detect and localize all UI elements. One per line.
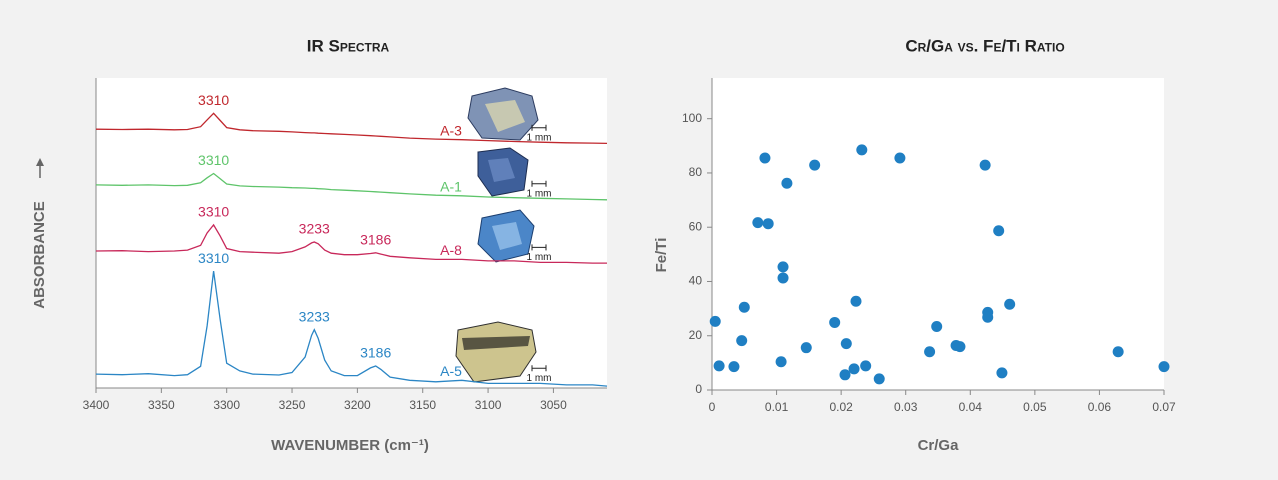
data-point: [728, 361, 740, 373]
scale-bar-label: 1 mm: [527, 373, 552, 384]
x-tick-label: 0.06: [1088, 400, 1112, 414]
data-point: [873, 373, 885, 385]
x-tick-label: 3300: [213, 398, 240, 412]
chart-title: IR Spectra: [307, 36, 390, 55]
data-point: [993, 225, 1005, 237]
x-axis-label: Cr/Ga: [918, 437, 960, 454]
data-point: [809, 159, 821, 171]
data-point: [777, 272, 789, 284]
series-label: A-1: [440, 179, 462, 195]
series-label: A-5: [440, 363, 462, 379]
x-tick-label: 3400: [83, 398, 110, 412]
data-point: [839, 369, 851, 381]
scale-bar: [531, 244, 547, 251]
peak-label: 3310: [198, 204, 229, 220]
x-tick-label: 0.02: [829, 400, 853, 414]
x-tick-label: 3050: [540, 398, 567, 412]
x-tick-label: 0.07: [1152, 400, 1176, 414]
x-tick-label: 0: [709, 400, 716, 414]
gem-photo: [455, 321, 537, 383]
y-tick-label: 100: [682, 111, 702, 125]
data-point: [931, 321, 943, 333]
y-axis-label: ABSORBANCE: [31, 201, 48, 309]
scale-bar: [531, 124, 547, 131]
x-tick-label: 0.05: [1023, 400, 1047, 414]
data-point: [1158, 361, 1170, 373]
x-tick-label: 0.03: [894, 400, 918, 414]
y-axis-label: Fe/Ti: [653, 238, 670, 273]
chart-title: Cr/Ga vs. Fe/Ti Ratio: [905, 36, 1064, 55]
data-point: [996, 367, 1008, 379]
data-point: [954, 341, 966, 353]
data-point: [840, 338, 852, 350]
data-point: [848, 363, 860, 375]
data-point: [752, 217, 764, 229]
peak-label: 3233: [299, 308, 330, 324]
series-label: A-3: [440, 122, 462, 138]
data-point: [759, 152, 771, 164]
data-point: [738, 301, 750, 313]
scale-bar-label: 1 mm: [527, 188, 552, 199]
x-axis-label: WAVENUMBER (cm⁻¹): [271, 437, 429, 454]
data-point: [924, 346, 936, 358]
data-point: [777, 261, 789, 273]
peak-label: 3310: [198, 250, 229, 266]
plot-area: [712, 78, 1164, 390]
x-tick-label: 3350: [148, 398, 175, 412]
scale-bar: [531, 365, 547, 372]
y-axis-arrow: [36, 158, 44, 178]
series-label: A-8: [440, 242, 462, 258]
data-point: [762, 218, 774, 230]
spectrum-line: [95, 112, 608, 145]
spectrum-line: [95, 271, 608, 387]
x-tick-label: 3150: [409, 398, 436, 412]
data-point: [736, 335, 748, 347]
x-tick-label: 3250: [279, 398, 306, 412]
spectrum-line: [95, 223, 607, 264]
data-point: [713, 360, 725, 372]
scale-bar: [531, 180, 547, 187]
peak-label: 3310: [198, 92, 229, 108]
gem-photo: [467, 87, 539, 141]
data-point: [781, 177, 793, 189]
x-tick-label: 3100: [475, 398, 502, 412]
gem-photo: [477, 209, 535, 263]
data-point: [979, 159, 991, 171]
data-point: [709, 315, 721, 327]
data-point: [856, 144, 868, 156]
data-point: [850, 295, 862, 307]
peak-label: 3310: [198, 152, 229, 168]
y-tick-label: 0: [695, 382, 702, 396]
x-tick-label: 0.01: [765, 400, 789, 414]
x-tick-label: 3200: [344, 398, 371, 412]
y-tick-label: 80: [689, 165, 703, 179]
scale-bar-label: 1 mm: [527, 252, 552, 263]
data-point: [800, 342, 812, 354]
data-point: [860, 360, 872, 372]
y-tick-label: 60: [689, 219, 703, 233]
scale-bar-label: 1 mm: [527, 132, 552, 143]
peak-label: 3186: [360, 345, 391, 361]
y-tick-label: 40: [689, 274, 703, 288]
peak-label: 3233: [299, 221, 330, 237]
x-tick-label: 0.04: [959, 400, 983, 414]
data-point: [829, 316, 841, 328]
spectrum-line: [95, 172, 608, 201]
gem-photo: [477, 147, 529, 197]
peak-label: 3186: [360, 232, 391, 248]
y-tick-label: 20: [689, 328, 703, 342]
data-point: [894, 152, 906, 164]
data-point: [1112, 346, 1124, 358]
data-point: [775, 356, 787, 368]
data-point: [1004, 298, 1016, 310]
data-point: [982, 311, 994, 323]
